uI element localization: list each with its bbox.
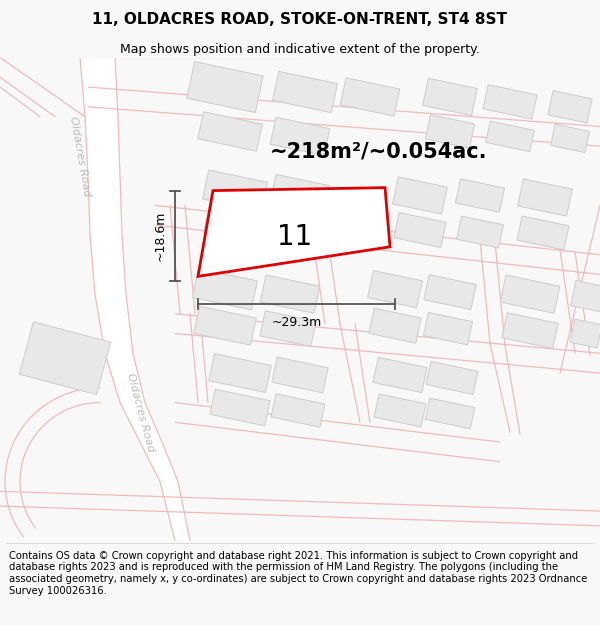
Polygon shape [373,357,427,392]
Polygon shape [548,91,592,123]
Polygon shape [198,188,390,276]
Polygon shape [570,319,600,348]
Polygon shape [193,269,257,310]
Polygon shape [425,398,475,429]
Text: ~218m²/~0.054ac.: ~218m²/~0.054ac. [270,141,487,161]
Polygon shape [455,179,505,212]
Text: ~29.3m: ~29.3m [271,316,322,329]
Polygon shape [422,78,478,116]
Polygon shape [270,174,330,213]
Text: Oldacres Road: Oldacres Road [125,372,155,453]
Polygon shape [425,115,475,148]
Polygon shape [369,308,421,343]
Text: Map shows position and indicative extent of the property.: Map shows position and indicative extent… [120,43,480,56]
Text: 11, OLDACRES ROAD, STOKE-ON-TRENT, ST4 8ST: 11, OLDACRES ROAD, STOKE-ON-TRENT, ST4 8… [92,11,508,26]
Polygon shape [187,62,263,112]
Polygon shape [457,216,503,248]
Text: 11: 11 [277,223,313,251]
Polygon shape [203,170,268,211]
Polygon shape [394,213,446,248]
Polygon shape [392,177,448,214]
Polygon shape [374,394,426,427]
Polygon shape [210,389,270,426]
Polygon shape [270,118,330,156]
Polygon shape [483,85,537,119]
Polygon shape [271,394,325,427]
Polygon shape [500,275,560,313]
Polygon shape [424,312,473,345]
Polygon shape [204,206,266,244]
Polygon shape [368,271,422,308]
Polygon shape [268,210,324,246]
Text: Oldacres Road: Oldacres Road [68,115,92,197]
Text: Contains OS data © Crown copyright and database right 2021. This information is : Contains OS data © Crown copyright and d… [9,551,587,596]
Polygon shape [518,179,572,216]
Polygon shape [260,311,316,346]
Polygon shape [272,71,337,112]
Polygon shape [19,322,111,394]
Polygon shape [551,124,589,152]
Polygon shape [502,312,558,349]
Polygon shape [571,281,600,312]
Polygon shape [426,361,478,394]
Polygon shape [340,78,400,116]
Text: ~18.6m: ~18.6m [154,211,167,261]
Polygon shape [198,112,262,151]
Polygon shape [424,275,476,309]
Polygon shape [272,357,328,393]
Polygon shape [80,58,190,541]
Polygon shape [209,354,271,392]
Polygon shape [486,121,534,152]
Polygon shape [194,306,256,345]
Polygon shape [260,275,320,313]
Polygon shape [517,216,569,250]
